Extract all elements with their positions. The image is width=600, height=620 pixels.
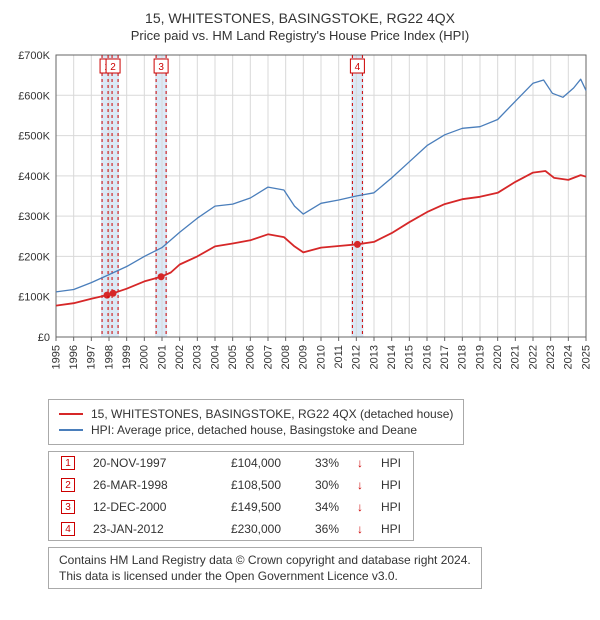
svg-text:2006: 2006 [245,345,257,369]
down-arrow-icon: ↓ [357,522,363,536]
transaction-price: £149,500 [211,500,281,514]
svg-text:1999: 1999 [121,345,133,369]
svg-text:2012: 2012 [351,345,363,369]
attribution: Contains HM Land Registry data © Crown c… [48,547,482,589]
transaction-table: 1 20-NOV-1997 £104,000 33% ↓ HPI 2 26-MAR-1998 £… [48,451,414,541]
svg-text:2001: 2001 [156,345,168,369]
svg-text:2014: 2014 [386,345,398,369]
svg-text:1998: 1998 [103,345,115,369]
svg-text:£600K: £600K [18,90,50,102]
transaction-marker: 4 [61,522,75,536]
transaction-date: 20-NOV-1997 [93,456,193,470]
transaction-row: 4 23-JAN-2012 £230,000 36% ↓ HPI [49,518,413,540]
svg-text:1995: 1995 [50,345,62,369]
svg-text:£200K: £200K [18,251,50,263]
svg-text:2019: 2019 [474,345,486,369]
svg-text:2017: 2017 [439,345,451,369]
svg-text:2000: 2000 [139,345,151,369]
svg-text:2004: 2004 [209,345,221,369]
svg-text:2018: 2018 [457,345,469,369]
chart-title: 15, WHITESTONES, BASINGSTOKE, RG22 4QX [8,10,592,26]
transaction-ref: HPI [381,522,401,536]
svg-text:4: 4 [355,62,361,73]
svg-text:£400K: £400K [18,171,50,183]
svg-text:£100K: £100K [18,292,50,304]
svg-text:2016: 2016 [421,345,433,369]
svg-text:2023: 2023 [545,345,557,369]
svg-text:2011: 2011 [333,345,345,369]
transaction-pct: 36% [299,522,339,536]
transaction-marker: 3 [61,500,75,514]
transaction-marker: 1 [61,456,75,470]
legend-label: 15, WHITESTONES, BASINGSTOKE, RG22 4QX (… [91,407,453,421]
transaction-date: 23-JAN-2012 [93,522,193,536]
legend: 15, WHITESTONES, BASINGSTOKE, RG22 4QX (… [48,399,464,445]
attribution-line: This data is licensed under the Open Gov… [59,568,471,584]
down-arrow-icon: ↓ [357,500,363,514]
svg-text:2022: 2022 [527,345,539,369]
price-chart: £0 £100K £200K £300K £400K £500K £600K £700K 199… [8,49,592,389]
svg-text:2021: 2021 [510,345,522,369]
transaction-price: £104,000 [211,456,281,470]
transaction-marker: 2 [61,478,75,492]
transaction-ref: HPI [381,478,401,492]
svg-text:2008: 2008 [280,345,292,369]
transaction-row: 1 20-NOV-1997 £104,000 33% ↓ HPI [49,452,413,474]
legend-label: HPI: Average price, detached house, Basi… [91,423,417,437]
transaction-ref: HPI [381,500,401,514]
transaction-row: 2 26-MAR-1998 £108,500 30% ↓ HPI [49,474,413,496]
svg-text:2002: 2002 [174,345,186,369]
transaction-date: 26-MAR-1998 [93,478,193,492]
transaction-price: £108,500 [211,478,281,492]
svg-text:2009: 2009 [298,345,310,369]
svg-text:1996: 1996 [68,345,80,369]
transaction-pct: 34% [299,500,339,514]
svg-text:£0: £0 [38,332,50,344]
svg-text:£300K: £300K [18,211,50,223]
svg-text:1997: 1997 [86,345,98,369]
transaction-row: 3 12-DEC-2000 £149,500 34% ↓ HPI [49,496,413,518]
legend-row: 15, WHITESTONES, BASINGSTOKE, RG22 4QX (… [59,406,453,422]
down-arrow-icon: ↓ [357,456,363,470]
svg-text:2010: 2010 [315,345,327,369]
svg-text:2013: 2013 [368,345,380,369]
svg-text:2007: 2007 [262,345,274,369]
transaction-ref: HPI [381,456,401,470]
svg-text:2020: 2020 [492,345,504,369]
svg-text:£500K: £500K [18,131,50,143]
svg-text:£700K: £700K [18,50,50,62]
legend-row: HPI: Average price, detached house, Basi… [59,422,453,438]
svg-text:2015: 2015 [404,345,416,369]
transaction-pct: 30% [299,478,339,492]
svg-text:2025: 2025 [580,345,592,369]
svg-text:2024: 2024 [563,345,575,369]
transaction-price: £230,000 [211,522,281,536]
transaction-date: 12-DEC-2000 [93,500,193,514]
svg-text:2003: 2003 [192,345,204,369]
legend-swatch [59,413,83,415]
chart-subtitle: Price paid vs. HM Land Registry's House … [8,28,592,43]
down-arrow-icon: ↓ [357,478,363,492]
transaction-pct: 33% [299,456,339,470]
svg-text:2: 2 [110,62,116,73]
svg-text:3: 3 [158,62,164,73]
attribution-line: Contains HM Land Registry data © Crown c… [59,552,471,568]
svg-text:2005: 2005 [227,345,239,369]
legend-swatch [59,429,83,431]
